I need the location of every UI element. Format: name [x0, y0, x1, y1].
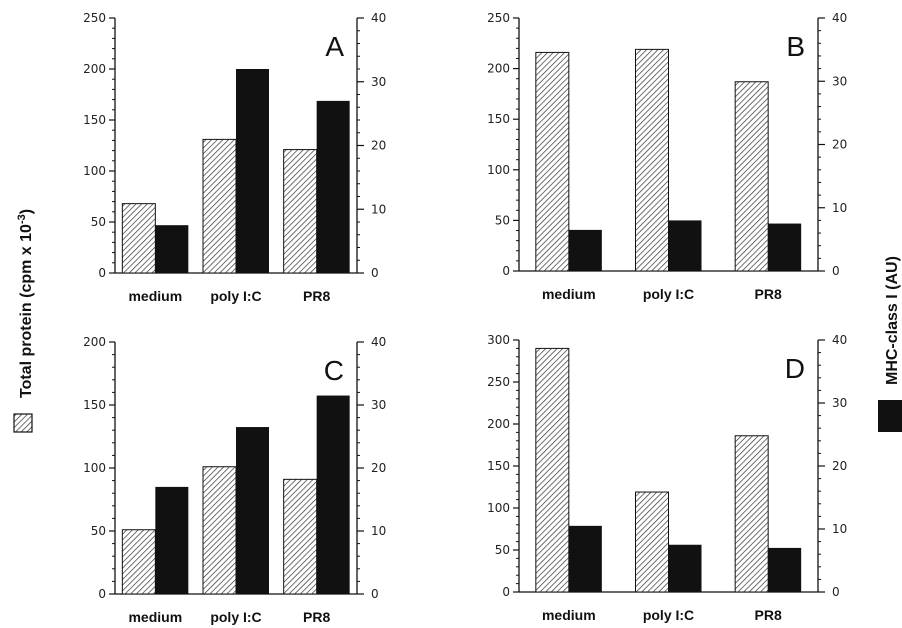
left-tick-label: 100 [487, 163, 510, 177]
left-tick-label: 100 [83, 164, 106, 178]
bar-mhc-class-i-poly-i-c [236, 69, 269, 273]
legend-swatch-mhc-class-i [878, 400, 902, 432]
left-tick-label: 200 [83, 335, 106, 349]
right-tick-label: 20 [832, 459, 847, 473]
bar-total-protein-medium [535, 51, 570, 272]
bar-total-protein-pr8 [734, 81, 769, 272]
left-tick-label: 250 [83, 11, 106, 25]
panel-label: C [324, 355, 344, 386]
left-tick-label: 0 [98, 587, 106, 601]
right-tick-label: 10 [832, 201, 847, 215]
right-tick-label: 30 [832, 396, 847, 410]
left-tick-label: 200 [487, 417, 510, 431]
right-tick-label: 30 [371, 398, 386, 412]
bar-mhc-class-i-pr8 [316, 100, 350, 273]
bar-mhc-class-i-medium [568, 525, 602, 592]
category-label-pr8: PR8 [755, 607, 782, 623]
category-label-medium: medium [128, 609, 182, 625]
category-label-pr8: PR8 [303, 288, 330, 304]
bar-mhc-class-i-poly-i-c [668, 220, 702, 271]
panel-d: 0 50 100 150 200 250 300 0 10 20 30 40 medium poly I:… [487, 333, 847, 623]
legend-swatch-total-protein [13, 413, 33, 433]
left-tick-label: 150 [83, 398, 106, 412]
right-tick-label: 0 [371, 266, 379, 280]
panel-b: 0 50 100 150 200 250 0 10 20 30 40 medium poly I:C PR… [487, 11, 847, 302]
bar-total-protein-pr8 [283, 478, 318, 595]
category-label-poly-i-c: poly I:C [643, 286, 694, 302]
panel-label: D [785, 353, 805, 384]
left-tick-label: 150 [487, 459, 510, 473]
category-label-medium: medium [128, 288, 182, 304]
panel-label: A [325, 31, 344, 62]
bar-total-protein-poly-i-c [202, 466, 237, 595]
left-tick-label: 50 [495, 543, 510, 557]
bar-mhc-class-i-medium [155, 225, 189, 273]
left-tick-label: 300 [487, 333, 510, 347]
left-tick-label: 150 [487, 112, 510, 126]
right-tick-label: 0 [371, 587, 379, 601]
bar-mhc-class-i-poly-i-c [236, 427, 269, 594]
right-tick-label: 30 [832, 74, 847, 88]
right-tick-label: 40 [371, 11, 386, 25]
left-tick-label: 50 [91, 524, 106, 538]
category-label-poly-i-c: poly I:C [643, 607, 694, 623]
bar-mhc-class-i-medium [155, 486, 189, 594]
right-tick-label: 10 [371, 524, 386, 538]
panel-c: 0 50 100 150 200 0 10 20 30 40 medium poly I:C PR8 C [83, 335, 386, 625]
category-label-medium: medium [542, 286, 596, 302]
left-axis-title: Total protein (cpm x 10-3) [16, 209, 35, 398]
bar-total-protein-medium [121, 529, 156, 595]
left-tick-label: 50 [91, 215, 106, 229]
category-label-poly-i-c: poly I:C [210, 609, 261, 625]
right-tick-label: 40 [832, 333, 847, 347]
left-tick-label: 0 [98, 266, 106, 280]
panel-label: B [786, 31, 805, 62]
left-tick-label: 50 [495, 213, 510, 227]
bar-total-protein-pr8 [283, 149, 318, 274]
right-tick-label: 0 [832, 264, 840, 278]
right-tick-label: 20 [371, 461, 386, 475]
bar-mhc-class-i-pr8 [316, 395, 350, 594]
left-tick-label: 200 [487, 62, 510, 76]
right-tick-label: 20 [371, 139, 386, 153]
left-tick-label: 0 [502, 585, 510, 599]
category-label-pr8: PR8 [755, 286, 782, 302]
bar-mhc-class-i-pr8 [768, 547, 802, 592]
bar-mhc-class-i-poly-i-c [668, 544, 702, 592]
left-tick-label: 100 [83, 461, 106, 475]
bar-total-protein-poly-i-c [635, 491, 669, 593]
right-tick-label: 40 [371, 335, 386, 349]
bar-total-protein-pr8 [734, 435, 769, 593]
bar-mhc-class-i-pr8 [768, 223, 802, 271]
category-label-pr8: PR8 [303, 609, 330, 625]
left-tick-label: 250 [487, 11, 510, 25]
bar-mhc-class-i-medium [568, 229, 602, 271]
left-tick-label: 250 [487, 375, 510, 389]
left-tick-label: 100 [487, 501, 510, 515]
category-label-medium: medium [542, 607, 596, 623]
right-tick-label: 0 [832, 585, 840, 599]
category-label-poly-i-c: poly I:C [210, 288, 261, 304]
left-tick-label: 200 [83, 62, 106, 76]
bar-total-protein-medium [121, 203, 156, 274]
right-tick-label: 30 [371, 75, 386, 89]
right-tick-label: 40 [832, 11, 847, 25]
left-tick-label: 0 [502, 264, 510, 278]
right-axis-title: MHC-class I (AU) [884, 256, 901, 385]
left-tick-label: 150 [83, 113, 106, 127]
bar-total-protein-poly-i-c [635, 48, 669, 272]
panel-a: 0 50 100 150 200 250 0 10 20 30 40 medium poly I:C PR… [83, 11, 386, 304]
right-tick-label: 20 [832, 138, 847, 152]
bar-total-protein-poly-i-c [202, 138, 237, 274]
bar-total-protein-medium [535, 347, 570, 593]
right-tick-label: 10 [832, 522, 847, 536]
right-tick-label: 10 [371, 202, 386, 216]
